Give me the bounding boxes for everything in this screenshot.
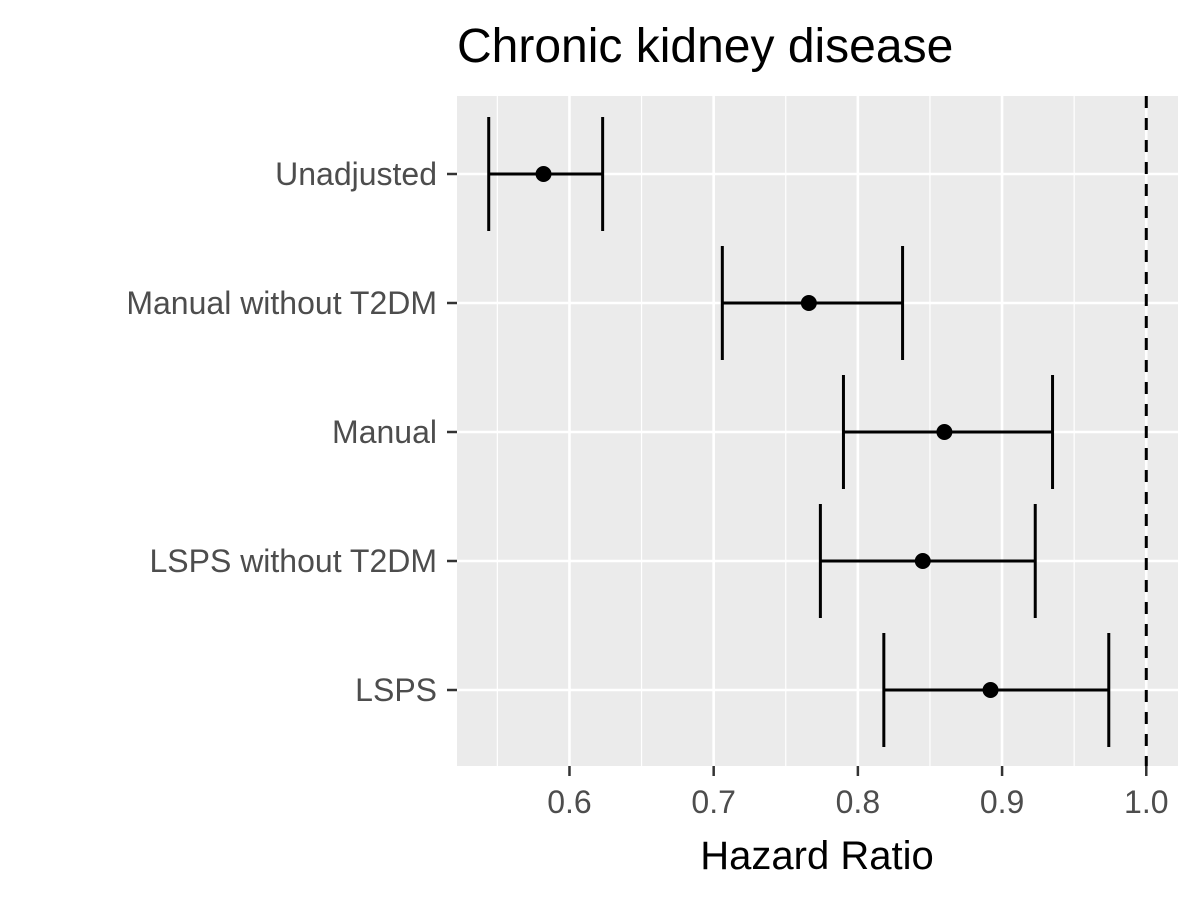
point-estimate	[800, 295, 817, 311]
x-tick-label: 0.7	[691, 784, 735, 820]
x-tick-label: 0.6	[547, 784, 591, 820]
y-tick-label: LSPS without T2DM	[149, 543, 437, 579]
x-axis-title: Hazard Ratio	[700, 834, 933, 878]
error-bar-row	[487, 117, 605, 231]
error-bar-row	[882, 633, 1111, 747]
y-axis: Unadjusted Manual without T2DM Manual LSPS …	[126, 156, 457, 708]
x-tick-label: 0.9	[980, 784, 1024, 820]
error-bar-row	[818, 504, 1037, 618]
y-tick-label: LSPS	[355, 672, 437, 708]
chart-title: Chronic kidney disease	[457, 20, 953, 73]
data-marks	[487, 117, 1111, 747]
point-estimate	[982, 682, 999, 698]
point-estimate	[914, 553, 931, 569]
y-tick-label: Manual	[332, 414, 437, 450]
y-tick-label: Manual without T2DM	[126, 285, 437, 321]
x-tick-label: 0.8	[836, 784, 880, 820]
x-tick-label: 1.0	[1124, 784, 1168, 820]
x-axis: 0.6 0.7 0.8 0.9 1.0	[547, 766, 1169, 820]
point-estimate	[535, 166, 552, 182]
point-estimate	[936, 424, 953, 440]
y-tick-label: Unadjusted	[275, 156, 437, 192]
error-bar-row	[841, 375, 1055, 489]
error-bar-row	[720, 246, 905, 360]
